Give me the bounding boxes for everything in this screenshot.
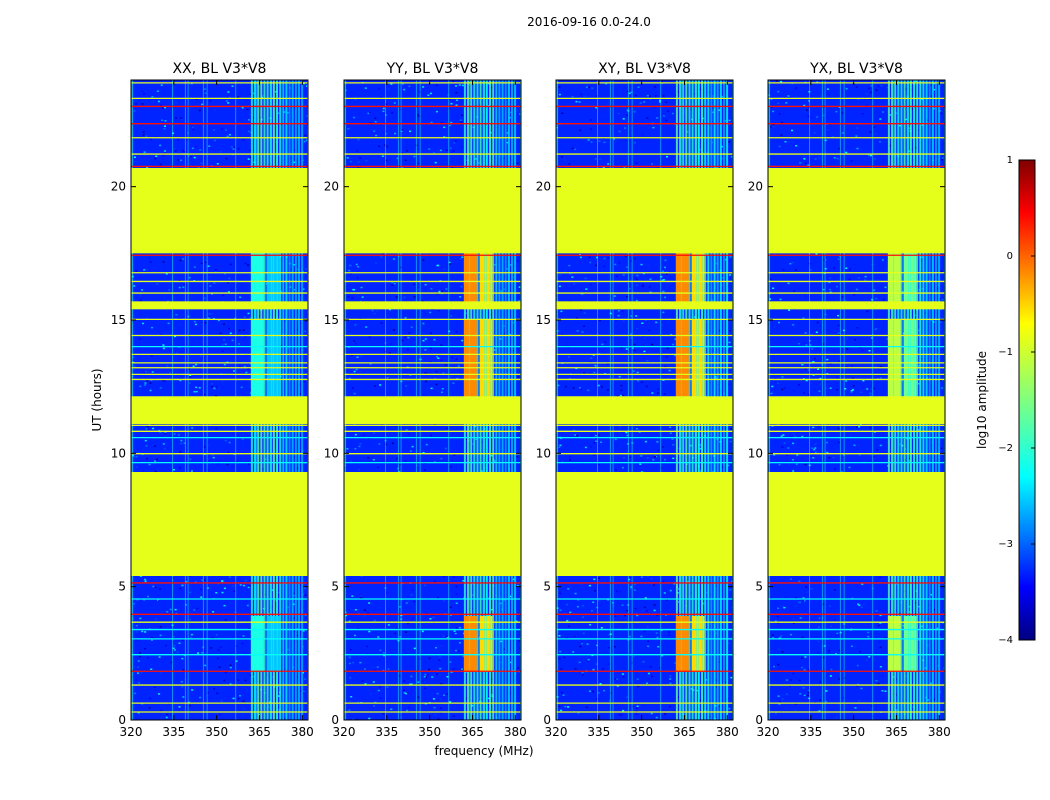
y-tick-label: 20 (324, 180, 339, 194)
x-tick-label: 320 (545, 725, 568, 739)
heatmap-3 (556, 80, 733, 720)
colorbar-tick-label: −3 (998, 539, 1013, 550)
suptitle: 2016-09-16 0.0-24.0 (527, 15, 651, 29)
heatmap-2 (344, 80, 521, 720)
y-tick-label: 10 (536, 446, 551, 460)
x-tick-label: 380 (716, 725, 739, 739)
x-tick-label: 350 (418, 725, 441, 739)
x-tick-label: 335 (799, 725, 822, 739)
y-tick-label: 0 (755, 713, 763, 727)
x-tick-label: 380 (291, 725, 314, 739)
panel-frame (555, 79, 734, 721)
panel-frame (130, 79, 309, 721)
x-tick-label: 365 (461, 725, 484, 739)
colorbar-tick-label: −1 (998, 347, 1013, 358)
y-tick-label: 20 (748, 180, 763, 194)
y-tick-label: 0 (331, 713, 339, 727)
panel-1: XX, BL V3*V8 320 335 350 365 380 0 5 10 15 20 (111, 61, 314, 739)
heatmap-4 (768, 80, 945, 720)
heatmap-flagged (768, 168, 945, 576)
panel-2: YY, BL V3*V8 320 335 350 365 380 0 5 10 15 20 (324, 61, 527, 739)
y-tick-label: 15 (536, 313, 551, 327)
panel-title: YY, BL V3*V8 (386, 61, 479, 77)
y-tick-label: 10 (111, 446, 126, 460)
x-axis-label: frequency (MHz) (434, 744, 533, 758)
y-tick-label: 15 (324, 313, 339, 327)
colorbar-tick-label: −4 (998, 635, 1013, 646)
x-tick-label: 365 (673, 725, 696, 739)
y-tick-label: 0 (118, 713, 126, 727)
y-tick-label: 15 (748, 313, 763, 327)
panel-frame (343, 79, 522, 721)
y-tick-label: 15 (111, 313, 126, 327)
x-tick-label: 350 (842, 725, 865, 739)
x-tick-label: 335 (162, 725, 185, 739)
panel-title: YX, BL V3*V8 (809, 61, 903, 77)
x-tick-label: 320 (333, 725, 356, 739)
heatmap-flagged (344, 168, 521, 576)
y-tick-label: 0 (543, 713, 551, 727)
colorbar-tick-label: 1 (1007, 155, 1013, 166)
y-tick-label: 5 (118, 580, 126, 594)
y-tick-label: 5 (543, 580, 551, 594)
panel-title: XY, BL V3*V8 (598, 61, 691, 77)
y-tick-label: 5 (331, 580, 339, 594)
panel-3: XY, BL V3*V8 320 335 350 365 380 0 5 10 15 20 (536, 61, 739, 739)
x-tick-label: 380 (504, 725, 527, 739)
heatmap-1 (131, 80, 308, 720)
colorbar: 1 0 −1 −2 −3 −4 log10 amplitude (975, 155, 1036, 646)
y-tick-label: 10 (748, 446, 763, 460)
x-tick-label: 320 (757, 725, 780, 739)
heatmap-flagged (556, 168, 733, 576)
y-tick-label: 5 (755, 580, 763, 594)
x-tick-label: 365 (248, 725, 271, 739)
y-tick-label: 10 (324, 446, 339, 460)
colorbar-tick-label: 0 (1007, 251, 1013, 262)
x-tick-label: 320 (120, 725, 143, 739)
colorbar-tick-label: −2 (998, 443, 1013, 454)
heatmap-hlines (768, 82, 945, 713)
y-tick-label: 20 (111, 180, 126, 194)
x-tick-label: 335 (587, 725, 610, 739)
x-tick-label: 335 (375, 725, 398, 739)
x-tick-label: 350 (205, 725, 228, 739)
y-axis-label: UT (hours) (90, 368, 104, 431)
x-tick-label: 350 (630, 725, 653, 739)
x-tick-label: 365 (885, 725, 908, 739)
x-tick-label: 380 (928, 725, 951, 739)
colorbar-gradient (1018, 159, 1036, 641)
colorbar-label: log10 amplitude (975, 351, 989, 449)
heatmap-flagged (131, 168, 308, 576)
panel-4: YX, BL V3*V8 320 335 350 365 380 0 5 10 15 20 (748, 61, 951, 739)
panel-title: XX, BL V3*V8 (173, 61, 267, 77)
y-tick-label: 20 (536, 180, 551, 194)
panel-frame (767, 79, 946, 721)
